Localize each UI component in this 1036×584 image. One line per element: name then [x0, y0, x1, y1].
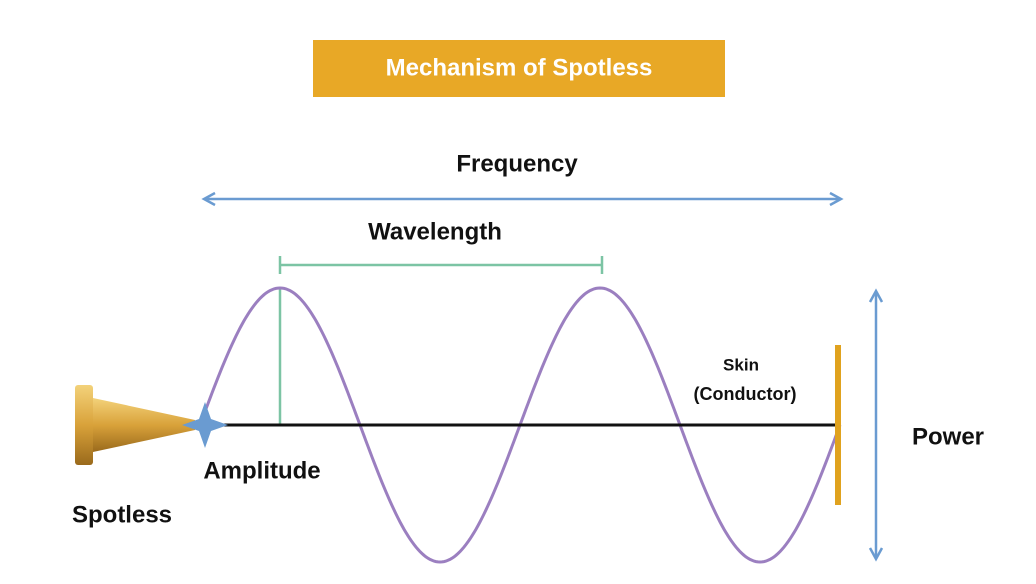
- frequency-arrow: [201, 191, 844, 207]
- skin-label: Skin: [723, 355, 759, 374]
- device-label: Spotless: [72, 501, 172, 528]
- title: Mechanism of Spotless: [386, 54, 653, 81]
- skin-bar: [835, 345, 841, 505]
- wavelength-label: Wavelength: [368, 218, 502, 245]
- conductor-label: (Conductor): [694, 384, 797, 404]
- device-icon: [75, 385, 195, 465]
- frequency-label: Frequency: [456, 150, 578, 177]
- title-box: [313, 40, 725, 97]
- power-label: Power: [912, 423, 984, 450]
- amplitude-label: Amplitude: [203, 457, 320, 484]
- wavelength-bracket: [278, 256, 604, 425]
- emission-star: [182, 402, 228, 448]
- power-arrow: [868, 288, 884, 562]
